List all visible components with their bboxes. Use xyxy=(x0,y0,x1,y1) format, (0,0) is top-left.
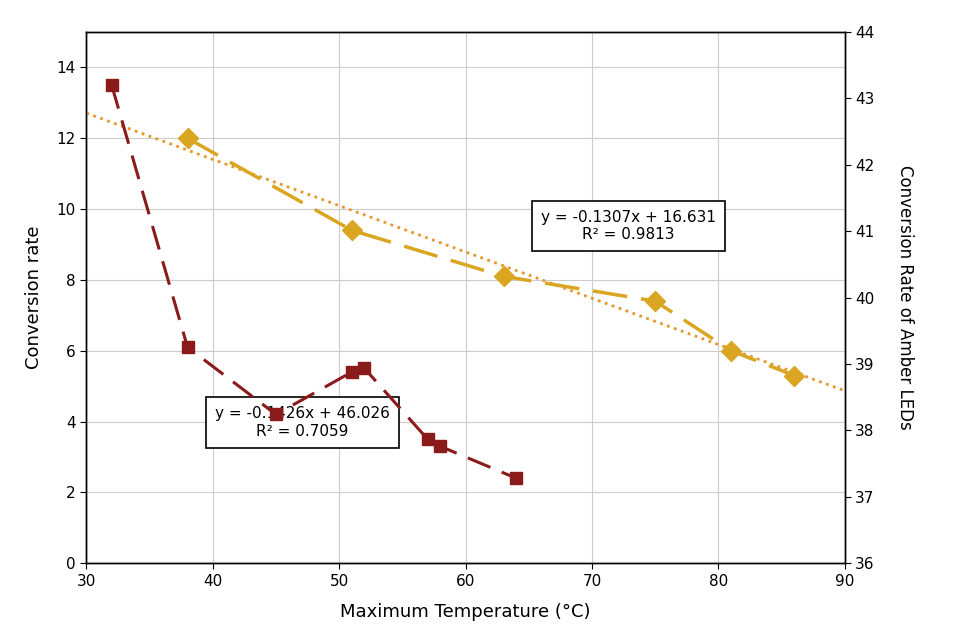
X-axis label: Maximum Temperature (°C): Maximum Temperature (°C) xyxy=(341,602,590,621)
Y-axis label: Conversion rate: Conversion rate xyxy=(25,226,43,369)
Y-axis label: Conversion Rate of Amber LEDs: Conversion Rate of Amber LEDs xyxy=(896,165,914,430)
Text: y = -0.1426x + 46.026
R² = 0.7059: y = -0.1426x + 46.026 R² = 0.7059 xyxy=(215,406,390,438)
Text: y = -0.1307x + 16.631
R² = 0.9813: y = -0.1307x + 16.631 R² = 0.9813 xyxy=(541,210,716,242)
